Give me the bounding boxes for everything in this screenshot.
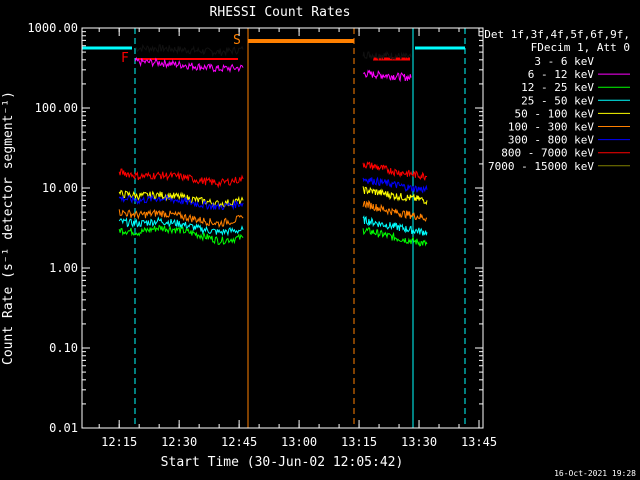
- series-line-1-0: [134, 56, 244, 73]
- legend-label: 25 - 50 keV: [521, 94, 594, 107]
- flare-flag-label: F: [121, 51, 129, 66]
- plot-frame: [81, 27, 484, 429]
- legend-label: 6 - 12 keV: [528, 68, 595, 81]
- footer-timestamp: 16-Oct-2021 19:28: [554, 469, 636, 478]
- x-tick-label: 13:30: [401, 435, 437, 449]
- y-tick-label: 0.01: [49, 421, 78, 435]
- x-tick-label: 13:15: [341, 435, 377, 449]
- y-tick-label: 1.00: [49, 261, 78, 275]
- series-line-3-1: [362, 215, 428, 236]
- legend-label: 3 - 6 keV: [534, 55, 594, 68]
- x-tick-label: 12:15: [101, 435, 137, 449]
- legend-header-line-2: FDecim 1, Att 0: [531, 41, 630, 54]
- x-axis-label: Start Time (30-Jun-02 12:05:42): [161, 455, 404, 470]
- legend-label: 7000 - 15000 keV: [488, 160, 594, 173]
- x-tick-label: 12:30: [161, 435, 197, 449]
- legend-label: 800 - 7000 keV: [501, 147, 594, 160]
- series-layer: [118, 43, 428, 247]
- x-axis: 12:15 12:30 12:45 13:00 13:15 13:30 13:45: [98, 28, 497, 449]
- legend-label: 300 - 800 keV: [508, 134, 594, 147]
- series-line-6-1: [362, 176, 428, 194]
- series-line-4-1: [362, 186, 428, 206]
- series-line-5-0: [118, 208, 244, 229]
- x-tick-label: 13:45: [461, 435, 497, 449]
- series-line-3-0: [118, 216, 244, 237]
- series-line-6-0: [118, 193, 244, 211]
- y-axis: 0.01 0.10 1.00 10.00 100.00 1000.00: [27, 21, 483, 435]
- marker-labels: F S: [121, 33, 241, 66]
- series-line-7-0: [118, 168, 244, 189]
- saa-flag-label: S: [233, 33, 241, 48]
- series-line-7-1: [362, 161, 428, 181]
- y-tick-label: 10.00: [42, 181, 78, 195]
- y-axis-label: Count Rate (s⁻¹ detector segment⁻¹): [1, 91, 16, 365]
- series-line-5-1: [362, 199, 427, 222]
- series-line-2-0: [118, 224, 244, 246]
- series-line-0-1: [362, 50, 412, 61]
- legend-label: 100 - 300 keV: [508, 121, 594, 134]
- y-tick-label: 100.00: [35, 101, 78, 115]
- x-tick-label: 13:00: [281, 435, 317, 449]
- series-line-0-0: [134, 43, 244, 58]
- legend: Det 1f,3f,4f,5f,6f,9f, FDecim 1, Att 0 3…: [484, 28, 630, 173]
- series-line-1-1: [363, 69, 412, 83]
- chart-title: RHESSI Count Rates: [210, 5, 351, 20]
- series-line-2-1: [362, 226, 428, 247]
- legend-header-line-1: Det 1f,3f,4f,5f,6f,9f,: [484, 28, 630, 41]
- y-tick-label: 0.10: [49, 341, 78, 355]
- x-tick-label: 12:45: [221, 435, 257, 449]
- y-tick-label: 1000.00: [27, 21, 78, 35]
- legend-label: 50 - 100 keV: [515, 107, 595, 120]
- mode-overlays: [82, 28, 466, 428]
- legend-label: 12 - 25 keV: [521, 81, 594, 94]
